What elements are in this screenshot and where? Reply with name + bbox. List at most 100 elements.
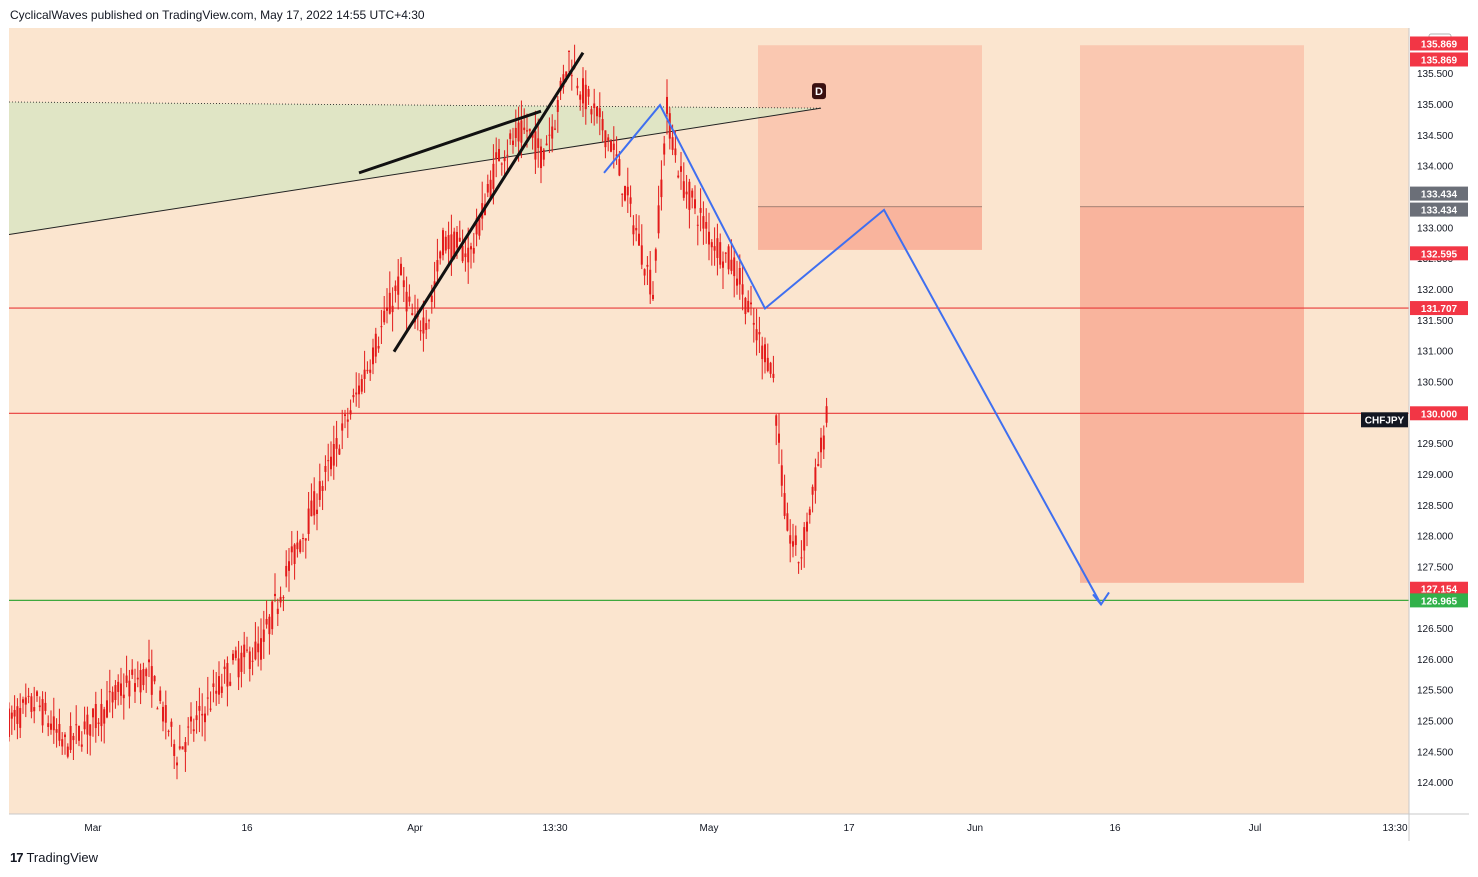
candle-body [766,357,769,371]
price-tag-green [1410,593,1468,608]
candle-body [680,166,682,172]
projection-line [603,103,1102,605]
candle-body [69,725,72,750]
price-tick-label: 125.000 [1417,717,1454,728]
candle-body [352,395,355,398]
price-tick-label: 133.000 [1417,223,1454,234]
channel-lines [358,51,585,353]
candle-body [243,644,246,658]
candle-body [338,448,341,455]
candle-body [150,666,153,695]
tradingview-brand: TradingView [26,850,99,865]
tradingview-footer[interactable]: 17 TradingView [10,850,98,865]
candle-body [632,225,635,235]
candle-body [131,669,134,675]
candle-body [299,540,302,552]
price-tag-red [1410,581,1468,596]
candle-body [808,509,811,516]
price-tick-label: 128.000 [1417,532,1454,543]
zone-1-lower [758,206,982,250]
candle-body [778,433,780,443]
candle-body [391,305,394,313]
price-tag-label: 131.707 [1421,304,1458,315]
price-tick-label: 125.500 [1417,686,1454,697]
horizontal-levels [9,307,1409,601]
candle-body [204,713,206,723]
price-tag-red [1410,36,1468,51]
candle-body [30,696,33,712]
candle-body [316,509,318,514]
price-tag-red [1410,246,1468,261]
candle-body [117,681,120,692]
candle-body [397,276,400,295]
candle-body [153,675,156,682]
candle-body [699,207,702,213]
price-axis[interactable]: 124.000 124.500 125.000 125.500 126.000 126.5… [1408,28,1454,841]
candle-body [47,723,50,727]
candle-body [358,385,360,395]
candle-body [582,78,584,104]
wedge-marker-label: D [815,86,823,98]
candle-body [428,320,430,322]
chart-svg[interactable]: D 124.000 124.500 125.000 125.500 126.000 126… [9,28,1469,841]
candle-body [139,670,142,693]
candle-body [271,601,274,630]
candle-body [83,721,86,730]
candle-body [94,703,97,729]
candle-body [708,231,710,245]
candle-body [111,691,114,703]
candle-body [601,118,604,131]
candle-body [509,133,512,139]
candle-body [408,296,411,302]
candle-body [288,561,290,571]
candle-body [89,724,92,736]
candle-body [736,278,738,286]
projection-arrowhead [1092,591,1110,607]
candle-body [789,535,792,544]
candle-body [486,184,489,193]
candle-body [282,597,285,599]
projection-path [603,103,1110,607]
chart-frame[interactable]: D 124.000 124.500 125.000 125.500 126.000 126… [9,28,1469,841]
candle-body [268,616,271,635]
candle-body [145,669,148,677]
price-tick-label: 128.500 [1417,501,1454,512]
symbol-tag-label: CHFJPY [1365,415,1405,426]
candle-body [758,331,761,335]
candle-body [260,638,262,660]
time-tick-label: Jul [1249,823,1262,834]
candle-body [248,651,251,669]
price-tag-label: 132.595 [1421,249,1458,260]
candle-body [629,197,632,204]
candle-body [635,227,638,231]
candle-body [106,700,108,718]
time-axis[interactable]: Mar 16 Apr 13:30 May 17 Jun 16 Jul 13:30 [9,813,1469,834]
candle-body [461,245,464,262]
candle-body [825,406,828,423]
candle-body [234,650,237,659]
candle-body [764,344,766,363]
candle-body [9,708,10,737]
candle-body [495,152,498,160]
candle-body [195,715,198,721]
candle-body [780,465,783,486]
candle-body [100,703,103,727]
candle-body [55,729,58,733]
candle-body [16,706,19,724]
candle-body [262,629,265,642]
candle-body [92,708,94,718]
price-tag-red [1410,406,1468,421]
candle-body [209,708,212,710]
candle-body [464,253,467,258]
candle-body [584,84,587,110]
time-tick-label: 17 [843,823,855,834]
candle-body [657,205,660,234]
candle-body [747,300,750,313]
candle-body [433,281,436,288]
candle-body [212,683,215,688]
candle-body [803,527,806,551]
candle-body [187,726,190,728]
candle-body [696,224,699,226]
candle-body [724,252,727,254]
candle-body [526,130,528,132]
